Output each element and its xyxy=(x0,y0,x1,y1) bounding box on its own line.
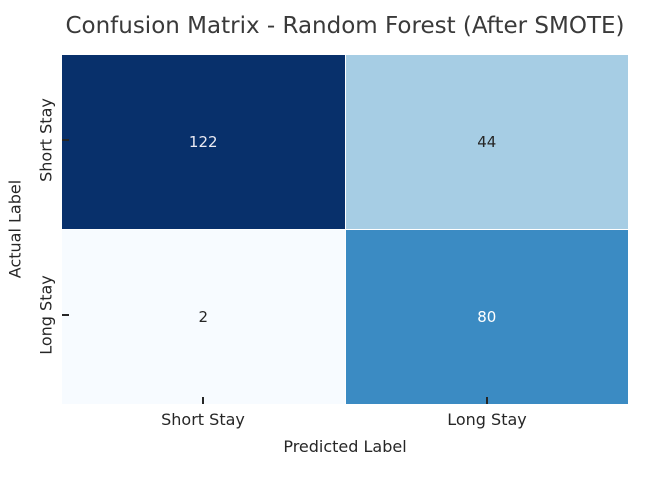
y-tick-mark-long-stay xyxy=(62,314,69,316)
cell-value-long-as-short: 2 xyxy=(198,308,209,326)
cell-value-true-long: 80 xyxy=(477,308,497,326)
y-tick-label-long-stay: Long Stay xyxy=(36,275,56,355)
heatmap-grid: 122 44 2 80 xyxy=(62,55,628,404)
y-axis-label: Actual Label xyxy=(5,179,25,279)
chart-title: Confusion Matrix - Random Forest (After … xyxy=(65,13,625,39)
cell-value-true-short: 122 xyxy=(188,133,218,151)
heatmap-cell-actual-long-pred-short: 2 xyxy=(62,230,345,404)
x-tick-mark-long-stay xyxy=(486,397,488,404)
heatmap-cell-actual-long-pred-long: 80 xyxy=(345,230,628,404)
x-tick-label-short-stay: Short Stay xyxy=(161,410,245,429)
cell-value-short-as-long: 44 xyxy=(477,133,497,151)
x-axis-label: Predicted Label xyxy=(283,437,407,456)
y-tick-label-short-stay: Short Stay xyxy=(36,98,56,182)
heatmap-cell-actual-short-pred-long: 44 xyxy=(345,55,628,229)
x-tick-mark-short-stay xyxy=(202,397,204,404)
x-tick-label-long-stay: Long Stay xyxy=(447,410,527,429)
y-tick-mark-short-stay xyxy=(62,139,69,141)
heatmap-cell-actual-short-pred-short: 122 xyxy=(62,55,345,229)
